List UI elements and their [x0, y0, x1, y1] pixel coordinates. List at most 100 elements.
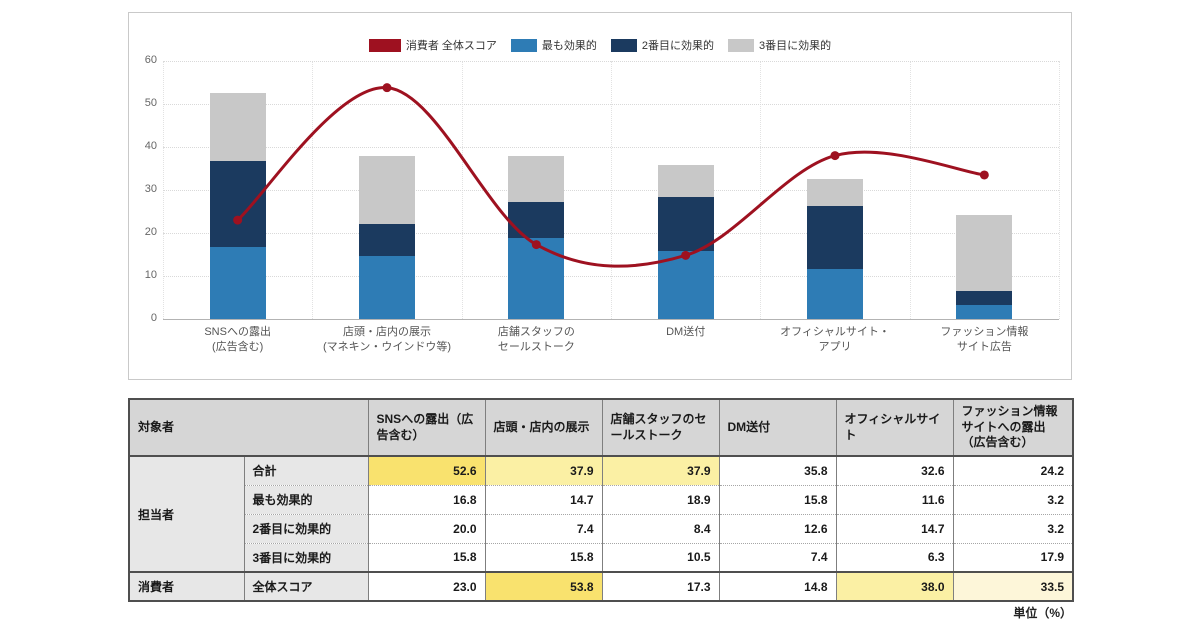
bar-segment: [508, 237, 565, 319]
bar-segment: [956, 291, 1013, 306]
h-gridline: [163, 104, 1059, 105]
value-cell: 20.0: [367, 513, 486, 544]
value-cell: 53.8: [484, 571, 603, 602]
h-gridline: [163, 190, 1059, 191]
h-gridline: [163, 319, 1059, 320]
row-label-cell: 最も効果的: [243, 484, 369, 515]
bar-segment: [956, 305, 1013, 319]
x-axis-category-label: SNSへの露出 (広告含む): [204, 326, 271, 353]
value-cell: 14.7: [835, 513, 954, 544]
bar-segment: [359, 223, 415, 256]
legend-swatch: [728, 38, 755, 52]
value-cell: 23.0: [367, 571, 486, 602]
bar-segment: [657, 165, 714, 197]
legend-item: 2番目に効果的: [610, 37, 715, 53]
h-gridline: [163, 61, 1059, 62]
group-label-cell: 担当者: [128, 455, 245, 573]
legend-item: 消費者 全体スコア: [368, 37, 497, 53]
legend-swatch: [510, 38, 537, 52]
chart-plot-area: 0 10 20 30 40 50 60 SNSへの露出 (広告含む) 店頭・店内の展示 (マネキン・…: [129, 13, 1073, 381]
y-axis-tick-label: 0: [150, 312, 157, 324]
column-header-cell: SNSへの露出（広告含む）: [367, 399, 486, 457]
value-cell: 3.2: [952, 513, 1074, 544]
row-label-cell: 3番目に効果的: [243, 542, 369, 573]
row-label-cell: 全体スコア: [243, 571, 369, 602]
value-cell: 7.4: [718, 542, 837, 573]
table-row: 3番目に効果的 15.8 15.8 10.5 7.4 6.3 17.9: [129, 542, 1074, 573]
row-label-cell: 合計: [243, 455, 369, 486]
legend-item: 最も効果的: [510, 37, 597, 53]
x-axis-category-label: 店頭・店内の展示 (マネキン・ウインドウ等): [323, 326, 451, 353]
value-cell: 33.5: [952, 571, 1074, 602]
y-axis-tick-label: 30: [144, 183, 157, 195]
bar-segment: [807, 178, 863, 206]
h-gridline: [163, 233, 1059, 234]
value-cell: 52.6: [367, 455, 486, 486]
line-data-point: [830, 151, 840, 161]
legend-label: 最も効果的: [541, 40, 597, 52]
legend-swatch: [368, 38, 401, 52]
table-row: 消費者 全体スコア 23.0 53.8 17.3 14.8 38.0 33.5: [128, 571, 1074, 602]
v-gridline: [1059, 61, 1060, 319]
table-row: 担当者 合計 52.6 37.9 37.9 35.8 32.6 24.2: [128, 455, 1074, 573]
score-table-wrap: 対象者 SNSへの露出（広告含む） 店頭・店内の展示 店舗スタッフのセールストーク DM…: [128, 398, 1075, 620]
bar-segment: [508, 201, 565, 238]
x-axis-category-label: 店舗スタッフの セールストーク: [497, 326, 575, 353]
value-cell: 10.5: [601, 542, 720, 573]
h-gridline: [163, 276, 1059, 277]
bar-segment: [807, 269, 863, 319]
table-header-row: 対象者 SNSへの露出（広告含む） 店頭・店内の展示 店舗スタッフのセールストーク DM…: [128, 399, 1074, 457]
value-cell: 6.3: [835, 542, 954, 573]
bar-segment: [359, 156, 415, 224]
column-header-cell: 店頭・店内の展示: [484, 399, 603, 457]
y-axis-tick-label: 10: [144, 269, 157, 281]
corner-header-cell: 対象者: [128, 399, 369, 457]
value-cell: 12.6: [718, 513, 837, 544]
bar-segment: [209, 246, 266, 319]
legend-item: 3番目に効果的: [728, 37, 831, 53]
bar-segment: [359, 255, 415, 319]
value-cell: 7.4: [484, 513, 603, 544]
value-cell: 8.4: [601, 513, 720, 544]
bar-segment: [807, 205, 863, 270]
y-axis-tick-label: 60: [144, 54, 157, 66]
legend-label: 2番目に効果的: [641, 40, 715, 52]
h-gridline: [163, 147, 1059, 148]
row-label-cell: 2番目に効果的: [243, 513, 369, 544]
value-cell: 15.8: [718, 484, 837, 515]
x-axis-category-label: DM送付: [666, 326, 706, 338]
table-row: 2番目に効果的 20.0 7.4 8.4 12.6 14.7 3.2: [129, 513, 1074, 544]
unit-note: 単位（%）: [1013, 606, 1072, 620]
value-cell: 11.6: [835, 484, 954, 515]
bar-segment: [657, 196, 714, 252]
column-header-cell: ファッション情報サイトへの露出（広告含む）: [952, 399, 1074, 457]
bar-segment: [209, 160, 266, 247]
legend-label: 消費者 全体スコア: [405, 40, 497, 52]
legend-swatch: [610, 38, 637, 52]
column-header-cell: オフィシャルサイト: [835, 399, 954, 457]
column-header-cell: DM送付: [718, 399, 837, 457]
score-table: 対象者 SNSへの露出（広告含む） 店頭・店内の展示 店舗スタッフのセールストーク DM…: [128, 398, 1075, 602]
value-cell: 24.2: [952, 455, 1074, 486]
line-data-point: [979, 170, 989, 180]
value-cell: 17.3: [601, 571, 720, 602]
value-cell: 18.9: [601, 484, 720, 515]
value-cell: 17.9: [952, 542, 1074, 573]
bar-segment: [209, 92, 266, 161]
value-cell: 14.8: [718, 571, 837, 602]
y-axis-tick-label: 40: [144, 140, 157, 152]
value-cell: 14.7: [484, 484, 603, 515]
value-cell: 32.6: [835, 455, 954, 486]
chart-legend: 消費者 全体スコア 最も効果的 2番目に効果的 3番目に効果的: [129, 37, 1071, 53]
value-cell: 15.8: [367, 542, 486, 573]
value-cell: 15.8: [484, 542, 603, 573]
bar-segment: [508, 156, 565, 202]
x-axis-category-label: ファッション情報 サイト広告: [940, 326, 1029, 353]
value-cell: 37.9: [484, 455, 603, 486]
legend-label: 3番目に効果的: [759, 40, 832, 52]
bar-segment: [657, 251, 714, 319]
y-axis-tick-label: 20: [144, 226, 157, 238]
line-data-point: [382, 83, 392, 93]
y-axis-tick-label: 50: [144, 97, 157, 109]
column-header-cell: 店舗スタッフのセールストーク: [601, 399, 720, 457]
